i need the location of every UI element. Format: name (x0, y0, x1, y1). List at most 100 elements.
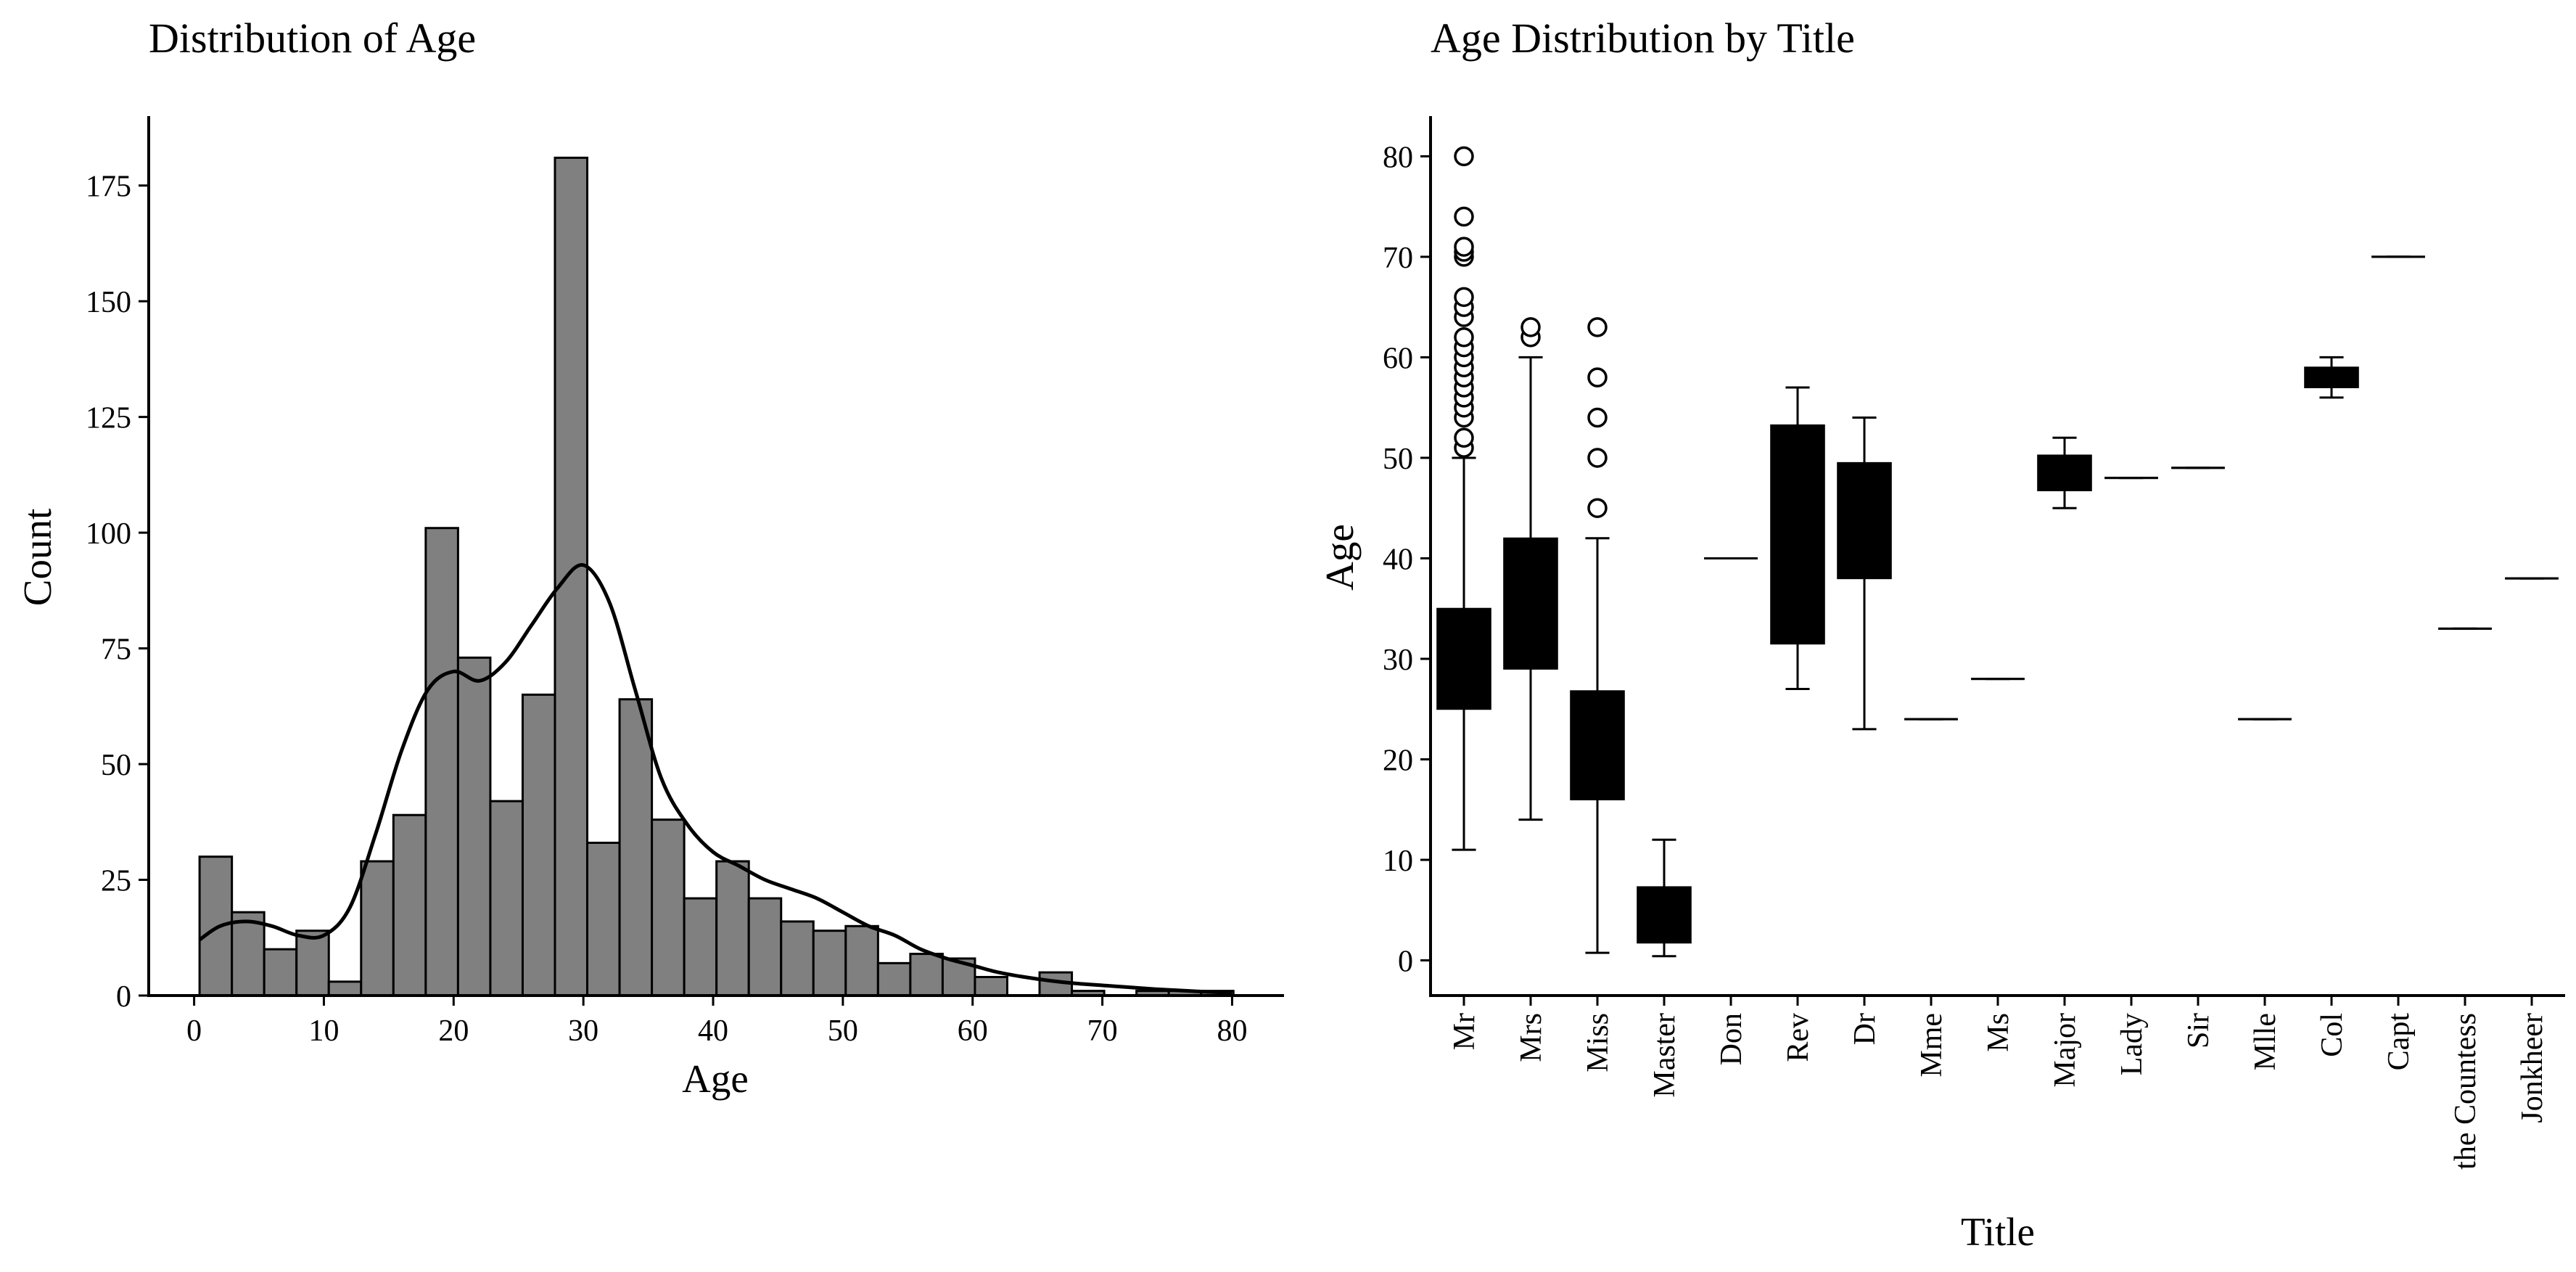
hist-bar (327, 980, 363, 997)
box-master (1637, 838, 1692, 958)
box-ylabel: Age (1317, 524, 1362, 591)
box-x-tick-label: Mlle (2249, 1013, 2282, 1070)
hist-bar (747, 897, 783, 997)
box-title: Age Distribution by Title (1431, 15, 1855, 62)
box-y-tick-label: 70 (1383, 242, 1413, 275)
box-x-tick-label: Don (1715, 1013, 1748, 1065)
hist-y-tick-label: 0 (116, 980, 131, 1014)
hist-bar (618, 698, 654, 997)
box-marks (1436, 146, 2559, 958)
hist-bar (909, 953, 944, 997)
hist-ylabel: Count (15, 509, 59, 606)
box-outlier (1454, 287, 1474, 308)
box-y-tick-label: 20 (1383, 744, 1413, 777)
box-iqr (1837, 461, 1892, 580)
box-outlier (1587, 498, 1608, 518)
hist-kde-line (198, 563, 1233, 995)
hist-bars (198, 156, 1235, 997)
box-iqr (1570, 690, 1625, 800)
box-dr (1837, 417, 1892, 731)
box-rev (1770, 386, 1825, 691)
box-x-tick-label: Rev (1782, 1013, 1815, 1062)
hist-x-tick-label: 50 (828, 1014, 858, 1048)
hist-bar (424, 527, 459, 997)
hist-bar (683, 897, 718, 997)
box-outlier (1454, 427, 1474, 448)
box-x-tick-label: Dr (1848, 1013, 1882, 1045)
hist-bar (554, 156, 589, 997)
hist-bar (844, 924, 879, 997)
box-xlabel: Title (1961, 1210, 2035, 1254)
hist-y-tick-label: 125 (86, 402, 131, 435)
box-iqr (1770, 424, 1825, 645)
box-col (2304, 356, 2359, 399)
hist-x-tick-label: 60 (958, 1014, 988, 1048)
hist-x-tick-label: 30 (568, 1014, 598, 1048)
box-y-tick-label: 40 (1383, 543, 1413, 576)
hist-bar (521, 693, 556, 997)
box-outlier (1521, 317, 1541, 337)
hist-x-tick-label: 80 (1217, 1014, 1247, 1048)
hist-x-tick-label: 40 (698, 1014, 728, 1048)
box-major (2037, 436, 2092, 509)
box-y-tick-label: 50 (1383, 443, 1413, 476)
hist-bar (295, 930, 330, 997)
box-x-tick-label: Lady (2115, 1013, 2149, 1075)
hist-x-tick-label: 10 (308, 1014, 339, 1048)
box-outlier (1587, 367, 1608, 387)
box-x-tick-label: Mr (1448, 1013, 1481, 1050)
box-x-tick-label: Master (1648, 1013, 1682, 1098)
hist-y-tick-label: 25 (101, 865, 131, 898)
box-outlier (1454, 237, 1474, 257)
hist-xlabel: Age (682, 1056, 749, 1101)
hist-bar (586, 841, 621, 997)
box-x-tick-label: Miss (1581, 1013, 1615, 1072)
box-iqr (1503, 537, 1558, 670)
hist-bar (263, 948, 298, 997)
box-outlier (1587, 448, 1608, 468)
hist-bar (876, 961, 912, 997)
hist-bar (489, 800, 524, 997)
box-outlier (1587, 317, 1608, 337)
hist-y-tick-label: 150 (86, 286, 131, 319)
box-x-tick-label: Col (2316, 1013, 2349, 1057)
hist-bar (360, 860, 395, 997)
box-axes: 0 10 20 30 40 50 60 70 80 Mr Mrs Miss Master Don Rev Dr… (1383, 116, 2565, 1170)
box-mrs (1503, 317, 1558, 821)
box-outlier (1454, 206, 1474, 227)
hist-bar (715, 860, 750, 997)
box-miss (1570, 317, 1625, 954)
hist-title: Distribution of Age (149, 15, 476, 62)
hist-y-tick-label: 175 (86, 171, 131, 204)
box-mr (1436, 146, 1491, 851)
box-x-tick-label: Mrs (1515, 1013, 1548, 1062)
hist-bar (780, 920, 815, 997)
hist-axes: 0 10 20 30 40 50 60 70 80 0 25 50 75 100 125 150 175 (86, 116, 1284, 1048)
box-y-tick-label: 30 (1383, 644, 1413, 677)
box-y-tick-label: 10 (1383, 845, 1413, 878)
box-x-tick-label: the Countess (2449, 1013, 2482, 1170)
box-x-tick-label: Mme (1915, 1013, 1949, 1078)
hist-bar (392, 813, 427, 997)
box-x-tick-label: Ms (1982, 1013, 2015, 1052)
box-y-tick-label: 60 (1383, 342, 1413, 375)
box-outlier (1587, 407, 1608, 428)
hist-x-tick-label: 70 (1087, 1014, 1118, 1048)
box-x-tick-label: Capt (2382, 1013, 2416, 1071)
box-y-tick-label: 0 (1398, 945, 1413, 979)
hist-y-tick-label: 75 (101, 633, 131, 667)
hist-x-tick-label: 0 (186, 1014, 202, 1048)
hist-bar (812, 930, 847, 997)
hist-x-tick-label: 20 (438, 1014, 469, 1048)
box-x-tick-label: Jonkheer (2516, 1013, 2549, 1123)
box-x-tick-label: Major (2049, 1013, 2082, 1088)
hist-bar (651, 818, 686, 997)
hist-y-tick-label: 100 (86, 517, 131, 551)
hist-y-tick-label: 50 (101, 749, 131, 782)
hist-bar (198, 855, 234, 997)
hist-bar (456, 656, 492, 997)
hist-bar (974, 975, 1008, 997)
box-y-tick-label: 80 (1383, 141, 1413, 174)
box-outlier (1454, 146, 1474, 167)
box-outlier (1454, 327, 1474, 348)
